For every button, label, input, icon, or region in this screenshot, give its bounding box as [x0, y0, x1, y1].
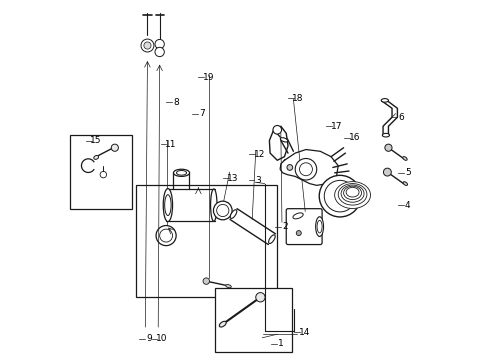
Circle shape — [155, 40, 164, 49]
Text: 15: 15 — [91, 136, 102, 145]
Ellipse shape — [346, 187, 359, 197]
Ellipse shape — [335, 181, 370, 208]
Ellipse shape — [403, 182, 408, 185]
Ellipse shape — [176, 171, 187, 175]
Circle shape — [383, 168, 392, 176]
Ellipse shape — [163, 189, 172, 222]
Circle shape — [295, 158, 317, 180]
Circle shape — [100, 171, 107, 178]
Circle shape — [144, 42, 151, 49]
Circle shape — [299, 163, 313, 176]
Text: 7: 7 — [199, 109, 205, 118]
Ellipse shape — [293, 213, 303, 219]
Text: 9: 9 — [146, 334, 152, 343]
Ellipse shape — [165, 195, 171, 216]
Ellipse shape — [94, 156, 98, 159]
Circle shape — [155, 47, 164, 57]
Circle shape — [156, 226, 176, 246]
Bar — [136, 185, 277, 297]
Ellipse shape — [269, 235, 275, 243]
Ellipse shape — [230, 210, 237, 219]
FancyBboxPatch shape — [286, 209, 322, 244]
Text: 6: 6 — [398, 113, 404, 122]
Text: 10: 10 — [156, 334, 168, 343]
Text: 18: 18 — [293, 94, 304, 103]
Text: 12: 12 — [254, 150, 265, 159]
Ellipse shape — [338, 184, 367, 205]
Text: 16: 16 — [348, 133, 360, 142]
Ellipse shape — [226, 284, 231, 288]
Ellipse shape — [173, 169, 190, 176]
Circle shape — [160, 229, 172, 242]
Text: 4: 4 — [405, 201, 411, 210]
Text: 11: 11 — [165, 140, 176, 149]
Ellipse shape — [341, 185, 364, 202]
Bar — [215, 288, 292, 352]
Text: 8: 8 — [173, 98, 179, 107]
Text: 3: 3 — [256, 176, 262, 185]
Circle shape — [111, 144, 119, 151]
Bar — [70, 135, 132, 209]
Circle shape — [385, 144, 392, 151]
Circle shape — [203, 278, 210, 284]
Text: 17: 17 — [331, 122, 342, 131]
Circle shape — [141, 39, 154, 52]
Ellipse shape — [220, 321, 226, 327]
Circle shape — [319, 175, 361, 217]
Ellipse shape — [211, 189, 217, 221]
Text: 1: 1 — [278, 339, 284, 348]
Circle shape — [256, 293, 265, 302]
Ellipse shape — [381, 99, 389, 102]
Circle shape — [324, 180, 356, 212]
Text: 5: 5 — [405, 168, 411, 177]
Ellipse shape — [316, 217, 323, 237]
Circle shape — [217, 204, 229, 217]
Text: 13: 13 — [227, 174, 239, 183]
Ellipse shape — [317, 220, 322, 233]
Circle shape — [273, 126, 282, 134]
Circle shape — [287, 165, 293, 170]
Circle shape — [214, 201, 232, 220]
Text: 19: 19 — [203, 73, 214, 82]
Ellipse shape — [280, 138, 288, 142]
Ellipse shape — [343, 186, 362, 200]
Text: 2: 2 — [283, 222, 288, 231]
Circle shape — [296, 230, 301, 235]
Ellipse shape — [382, 134, 390, 137]
Ellipse shape — [403, 157, 407, 160]
Text: 14: 14 — [298, 328, 310, 337]
